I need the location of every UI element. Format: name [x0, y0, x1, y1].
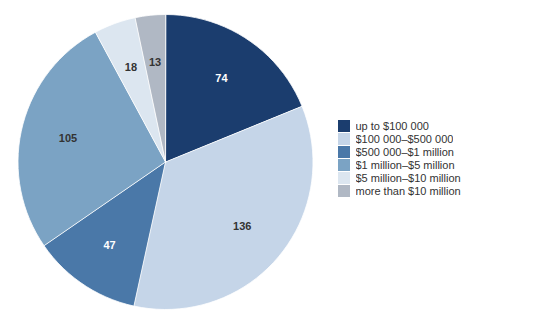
- html-text:more than $10 million: more than $10 million: [355, 184, 461, 197]
- html-text:$500 000–$1 million: $500 000–$1 million: [355, 145, 454, 158]
- svg-text:105: 105: [59, 132, 77, 144]
- svg-text:74: 74: [215, 72, 228, 84]
- html-text:$1 million–$5 million: $1 million–$5 million: [355, 158, 455, 171]
- svg-text:13: 13: [149, 56, 161, 68]
- svg-text:47: 47: [103, 239, 115, 251]
- html-text:up to $100 000: up to $100 000: [355, 119, 429, 132]
- html-text:$5 million–$10 million: $5 million–$10 million: [355, 171, 461, 184]
- svg-text:18: 18: [125, 61, 137, 73]
- html-text:$100 000–$500 000: $100 000–$500 000: [355, 132, 454, 145]
- svg-text:136: 136: [233, 220, 251, 232]
